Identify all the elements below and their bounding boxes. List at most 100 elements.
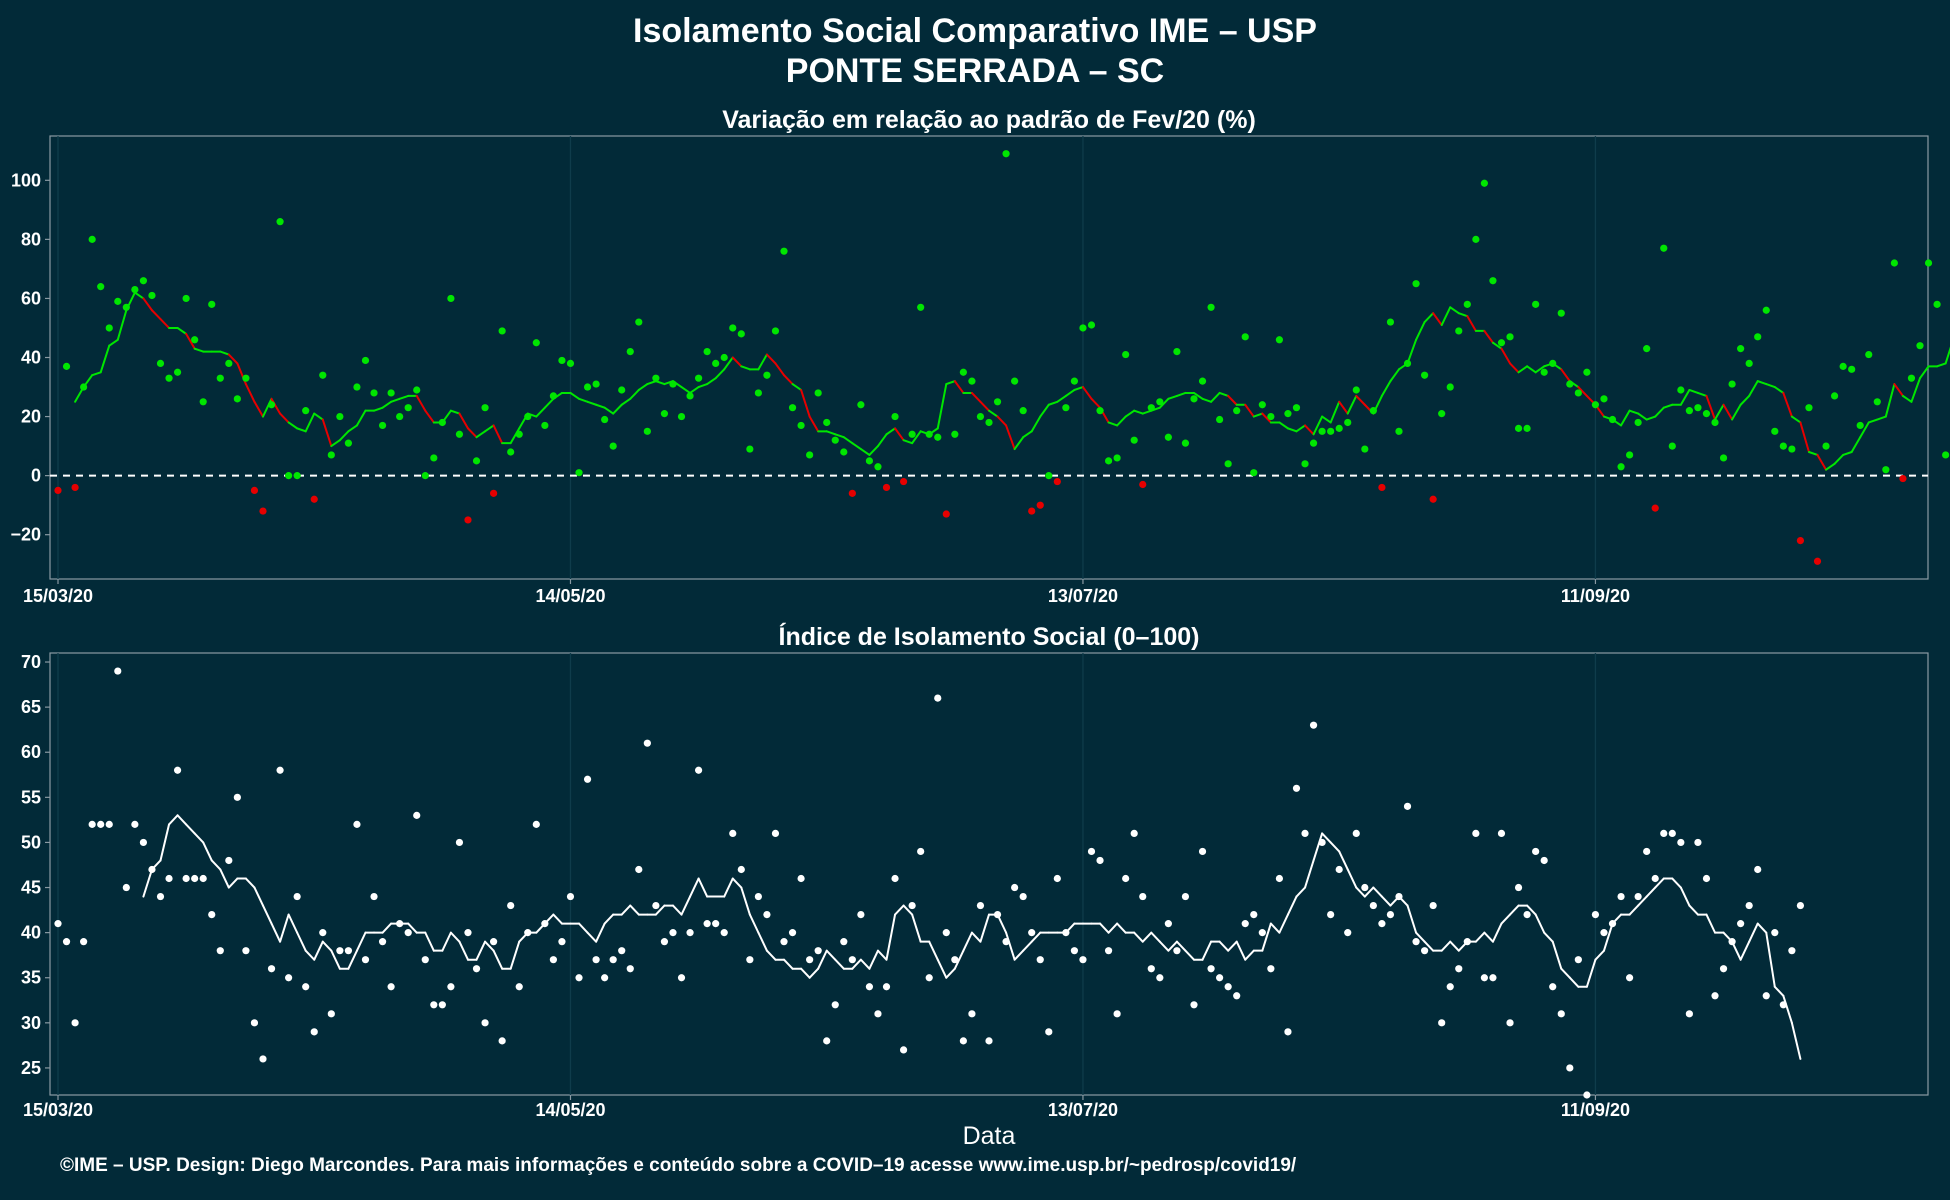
chart-1-average-segment xyxy=(1509,362,1520,374)
chart-2-average-segment xyxy=(603,913,615,925)
chart-1-data-point xyxy=(1327,427,1335,435)
chart-1-data-point xyxy=(1011,377,1019,385)
chart-1-data-point xyxy=(1292,404,1301,412)
chart-2-average-segment xyxy=(1654,877,1665,889)
chart-1-data-point xyxy=(806,451,814,459)
chart-2-data-point xyxy=(1574,956,1582,964)
chart-1-data-point xyxy=(199,398,207,406)
chart-2-average-segment xyxy=(868,949,879,970)
chart-1-data-point xyxy=(575,469,583,477)
chart-1-average-segment xyxy=(1850,436,1862,454)
chart-2-average-segment xyxy=(1688,904,1699,916)
chart-2-data-point xyxy=(1677,838,1685,847)
chart-2-data-point xyxy=(1523,910,1531,919)
chart-1-average-segment xyxy=(1355,394,1366,406)
chart-2-average-segment xyxy=(1509,904,1520,916)
chart-2-average-segment xyxy=(287,913,299,934)
chart-2-average-segment xyxy=(1790,1021,1802,1060)
chart-2-average-segment xyxy=(279,913,290,943)
chart-1-average-segment xyxy=(1534,365,1546,374)
chart-1-data-point xyxy=(1224,460,1232,468)
chart-1-data-point xyxy=(1429,495,1437,503)
chart-1-average-segment xyxy=(1859,421,1870,439)
chart-2-data-point xyxy=(1463,938,1471,946)
chart-1-data-point xyxy=(387,389,395,397)
chart-2-data-point xyxy=(1566,1064,1574,1072)
chart-1-average-segment xyxy=(253,400,264,418)
chart-1-data-point xyxy=(1386,318,1395,326)
chart-1-data-point xyxy=(139,277,148,285)
chart-1-data-point xyxy=(165,374,173,382)
chart-1-data-point xyxy=(1147,404,1155,412)
chart-2-average-segment xyxy=(595,922,606,943)
chart-1-average-segment xyxy=(1158,397,1170,409)
chart-1-data-point xyxy=(976,412,985,421)
chart-1-average-segment xyxy=(731,356,743,368)
chart-1-data-point xyxy=(908,430,916,438)
chart-1-average-segment xyxy=(595,403,606,409)
chart-1-average-segment xyxy=(1389,368,1400,383)
chart-2-data-point xyxy=(88,820,96,828)
chart-2-data-point xyxy=(1267,965,1275,973)
chart-1-average-segment xyxy=(1056,394,1067,403)
chart-2-average-segment xyxy=(894,904,905,916)
chart-1-average-segment xyxy=(1500,347,1512,365)
chart-1-average-segment xyxy=(1192,391,1204,400)
chart-1-data-point xyxy=(1369,407,1377,415)
chart-1-average-segment xyxy=(1022,430,1033,439)
chart-1-data-point xyxy=(532,339,540,347)
chart-2-average-segment xyxy=(851,958,862,970)
chart-1-average-segment xyxy=(219,350,230,356)
chart-2-average-segment xyxy=(757,931,768,952)
chart-2-average-segment xyxy=(1560,967,1571,979)
chart-1-average-segment xyxy=(988,409,999,418)
chart-2-data-point xyxy=(532,820,540,828)
chart-1-data-point xyxy=(1104,457,1113,465)
chart-1-data-point xyxy=(1617,463,1625,471)
chart-2-average-segment xyxy=(1261,922,1272,952)
chart-1-data-point xyxy=(1685,407,1693,415)
chart-1-data-point xyxy=(1062,404,1070,412)
chart-1-average-segment xyxy=(612,403,623,415)
chart-2-data-point xyxy=(105,820,113,828)
chart-1-data-point xyxy=(1557,309,1565,317)
chart-2-y-tick-label: 45 xyxy=(21,878,41,898)
chart-2-data-point xyxy=(1651,874,1659,883)
chart-1-data-point xyxy=(208,300,216,308)
chart-2-data-point xyxy=(583,775,592,783)
chart-2-average-segment xyxy=(1372,886,1383,898)
chart-1-data-point xyxy=(788,404,797,412)
chart-2-average-segment xyxy=(142,868,153,898)
chart-2-data-point xyxy=(1514,883,1523,892)
chart-1-data-point xyxy=(558,356,566,365)
chart-2-data-point xyxy=(746,956,754,964)
chart-1-average-segment xyxy=(133,291,145,300)
chart-2-average-segment xyxy=(586,931,598,943)
chart-2-average-segment xyxy=(1363,886,1375,898)
chart-1-data-point xyxy=(233,395,241,403)
chart-1-data-point xyxy=(319,371,327,379)
chart-2-x-tick-label: 14/05/20 xyxy=(535,1100,605,1120)
chart-1-average-segment xyxy=(1013,436,1025,451)
chart-1-data-point xyxy=(882,483,891,492)
chart-2-data-point xyxy=(1557,1010,1565,1018)
chart-1-data-point xyxy=(1497,339,1506,347)
chart-1-average-segment xyxy=(620,397,632,406)
chart-1-data-point xyxy=(643,427,651,435)
chart-2-average-segment xyxy=(1346,868,1358,889)
chart-1-data-point xyxy=(1361,445,1369,453)
chart-2-average-segment xyxy=(1415,931,1426,943)
chart-1-data-point xyxy=(464,516,472,524)
chart-1-average-segment xyxy=(1799,421,1810,454)
chart-2-plot-frame xyxy=(49,652,1929,1096)
chart-2-data-point xyxy=(652,901,660,910)
chart-1-data-point xyxy=(1677,386,1685,394)
chart-2-average-segment xyxy=(1235,940,1247,961)
chart-1-data-point xyxy=(396,412,404,421)
chart-1-y-tick-label: 80 xyxy=(21,229,41,249)
chart-2-average-segment xyxy=(1312,832,1324,862)
chart-2-average-segment xyxy=(185,823,196,835)
chart-1-average-segment xyxy=(185,332,196,350)
chart-1-x-tick-label: 11/09/20 xyxy=(1561,586,1630,606)
chart-1-average-segment xyxy=(1440,306,1452,327)
